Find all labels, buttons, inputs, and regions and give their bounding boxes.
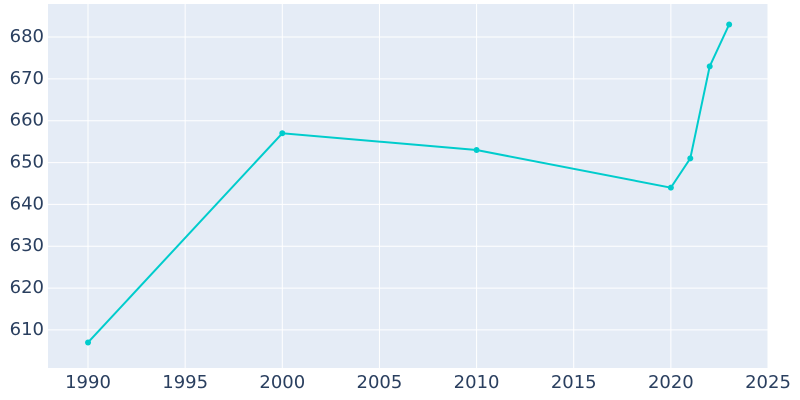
point: [85, 339, 92, 346]
point: [687, 155, 694, 162]
y-tick-label: 610: [10, 319, 44, 340]
x-tick-label: 2015: [551, 372, 597, 393]
point: [473, 147, 480, 154]
point: [667, 184, 674, 191]
x-tick-label: 2025: [745, 372, 791, 393]
y-tick-label: 680: [10, 26, 44, 47]
y-tick-label: 640: [10, 193, 44, 214]
x-tick-label: 2020: [648, 372, 694, 393]
x-tick-label: 2000: [259, 372, 305, 393]
x-tick-label: 2010: [454, 372, 500, 393]
plot-area: [48, 4, 768, 368]
x-tick-label: 1990: [65, 372, 111, 393]
y-tick-label: 670: [10, 68, 44, 89]
y-tick-label: 660: [10, 110, 44, 131]
x-tick-label: 1995: [162, 372, 208, 393]
point: [706, 63, 713, 70]
x-tick-label: 2005: [357, 372, 403, 393]
point: [726, 21, 733, 28]
y-tick-label: 650: [10, 152, 44, 173]
y-tick-label: 620: [10, 277, 44, 298]
y-tick-label: 630: [10, 235, 44, 256]
point: [279, 130, 286, 137]
